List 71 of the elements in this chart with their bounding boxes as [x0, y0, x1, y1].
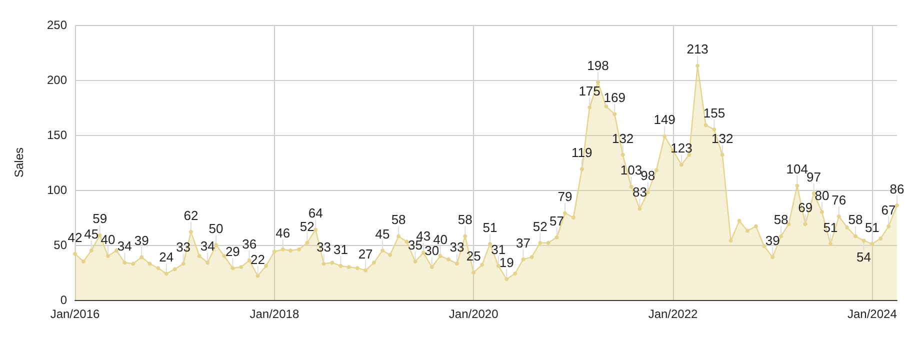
data-label: 76: [832, 192, 846, 208]
x-tick-label: Jan/2018: [250, 307, 300, 321]
data-label: 39: [134, 233, 149, 248]
data-label: 98: [640, 168, 656, 184]
data-label: 132: [712, 130, 734, 146]
data-label: 45: [375, 226, 390, 242]
data-label: 149: [654, 112, 676, 128]
data-label: 50: [208, 221, 224, 236]
data-label: 51: [864, 220, 880, 235]
data-label: 46: [276, 225, 290, 240]
data-label: 169: [604, 90, 626, 106]
data-label: 33: [316, 240, 332, 255]
y-axis-title: Sales: [12, 147, 26, 178]
data-label: 54: [856, 250, 871, 265]
data-label: 79: [558, 189, 572, 204]
data-label: 37: [516, 235, 530, 250]
data-label: 213: [686, 42, 708, 57]
x-tick-label: Jan/2020: [448, 307, 499, 321]
x-tick-label: Jan/2024: [847, 307, 898, 321]
data-label: 52: [300, 218, 314, 234]
data-label: 33: [450, 240, 464, 255]
data-label: 83: [632, 184, 647, 200]
x-tick-label: Jan/2022: [648, 307, 698, 321]
data-label: 39: [765, 233, 780, 248]
data-label: 64: [308, 206, 323, 221]
data-label: 104: [786, 162, 808, 177]
data-label: 103: [620, 162, 642, 178]
data-label: 123: [670, 140, 692, 156]
data-label: 33: [176, 240, 191, 255]
x-tick-label: Jan/2016: [50, 307, 100, 321]
data-label: 58: [848, 212, 863, 228]
y-tick-label: 0: [60, 293, 68, 307]
y-tick-label: 150: [46, 128, 68, 142]
data-label: 198: [587, 58, 609, 74]
data-label: 40: [100, 232, 116, 247]
data-label: 119: [572, 145, 592, 160]
data-label: 36: [242, 236, 257, 252]
data-label: 155: [703, 106, 726, 120]
data-label: 175: [578, 84, 600, 98]
data-label: 86: [890, 181, 904, 196]
data-label: 69: [798, 200, 813, 216]
data-label: 132: [612, 130, 634, 146]
data-label: 19: [499, 255, 514, 270]
data-label: 67: [881, 202, 896, 218]
data-label: 51: [823, 220, 838, 235]
data-label: 31: [491, 242, 506, 257]
data-label: 34: [200, 238, 215, 254]
data-label: 97: [806, 169, 822, 184]
y-tick-label: 50: [54, 238, 68, 252]
data-label: 57: [550, 213, 564, 228]
data-label: 62: [184, 208, 198, 223]
data-label: 58: [774, 212, 788, 228]
data-label: 58: [391, 212, 406, 228]
data-label: 22: [250, 252, 266, 267]
data-label: 27: [358, 246, 373, 262]
data-label: 31: [333, 242, 348, 257]
data-label: 51: [482, 220, 498, 235]
data-label: 42: [68, 230, 82, 245]
data-label: 29: [225, 244, 240, 260]
data-label: 58: [458, 212, 472, 228]
y-tick-label: 250: [46, 18, 68, 32]
data-label: 24: [159, 250, 174, 265]
data-label: 80: [814, 188, 830, 203]
data-label: 52: [532, 218, 548, 234]
y-tick-label: 200: [46, 73, 68, 87]
data-label: 34: [117, 238, 132, 254]
data-label: 30: [424, 243, 440, 258]
data-label: 59: [92, 211, 108, 226]
data-label: 25: [466, 248, 481, 264]
y-tick-label: 100: [46, 183, 68, 197]
data-label: 45: [84, 226, 99, 242]
